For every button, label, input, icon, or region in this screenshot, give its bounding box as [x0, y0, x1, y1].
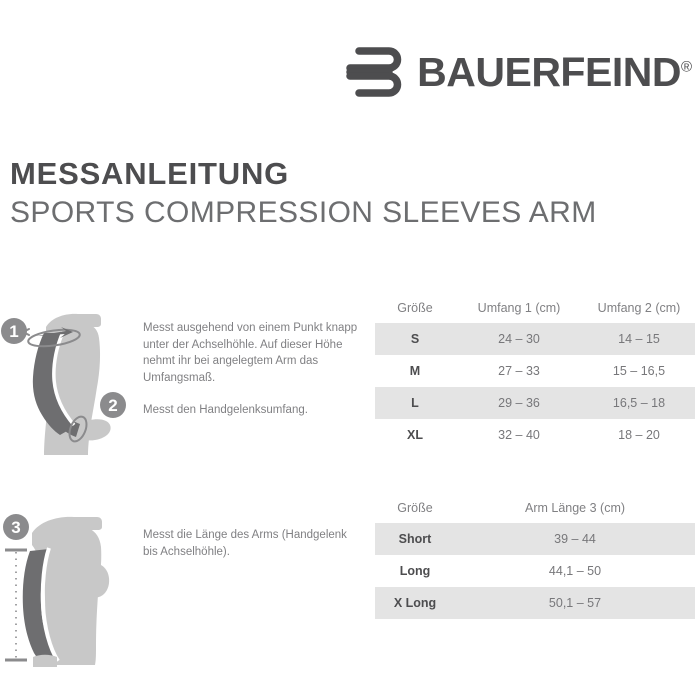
brand-wordmark: BAUERFEIND®	[417, 48, 692, 95]
cell-umfang2: 18 – 20	[583, 419, 695, 451]
hand-shape	[82, 419, 111, 441]
marker-badge-1-label: 1	[9, 322, 18, 341]
hand-shape	[33, 654, 57, 667]
instruction-paragraph: Messt den Handgelenksumfang.	[143, 404, 308, 416]
arm-circumference-illustration: 1 2	[1, 313, 126, 455]
arm-body-separator	[40, 547, 60, 663]
column-header-size: Größe	[375, 493, 455, 523]
instructions-length: Messt die Länge des Arms (Handgelenk bis…	[143, 527, 358, 560]
cell-armlaenge: 50,1 – 57	[455, 587, 695, 619]
instruction-paragraph: Messt die Länge des Arms (Handgelenk bis…	[143, 529, 347, 558]
page-title: MESSANLEITUNG	[10, 156, 290, 191]
table-row: Long 44,1 – 50	[375, 555, 695, 587]
cell-umfang2: 14 – 15	[583, 323, 695, 355]
table-header-row: Größe Arm Länge 3 (cm)	[375, 493, 695, 523]
cell-umfang1: 24 – 30	[455, 323, 583, 355]
cell-size: Long	[375, 555, 455, 587]
page-subtitle: SPORTS COMPRESSION SLEEVES ARM	[10, 196, 597, 229]
cell-umfang2: 15 – 16,5	[583, 355, 695, 387]
cell-size: Short	[375, 523, 455, 555]
instruction-paragraph: Messt ausgehend von einem Punkt knapp un…	[143, 322, 358, 384]
table-row: M 27 – 33 15 – 16,5	[375, 355, 695, 387]
instructions-circumference: Messt ausgehend von einem Punkt knapp un…	[143, 320, 358, 419]
cell-size: S	[375, 323, 455, 355]
length-table: Größe Arm Länge 3 (cm) Short 39 – 44 Lon…	[375, 493, 695, 619]
table-row: XL 32 – 40 18 – 20	[375, 419, 695, 451]
marker-badge-3-label: 3	[11, 518, 20, 537]
registered-trademark-icon: ®	[680, 57, 692, 75]
cell-size: M	[375, 355, 455, 387]
compression-sleeve	[22, 549, 56, 663]
circumference-table: Größe Umfang 1 (cm) Umfang 2 (cm) S 24 –…	[375, 293, 695, 451]
table-row: Short 39 – 44	[375, 523, 695, 555]
marker-badge-1: 1	[1, 318, 27, 344]
cell-size: XL	[375, 419, 455, 451]
length-measure-ruler	[5, 548, 27, 662]
column-header-size: Größe	[375, 293, 455, 323]
cell-armlaenge: 44,1 – 50	[455, 555, 695, 587]
measure-tape-wrist	[68, 415, 88, 443]
brand-logo: BAUERFEIND®	[345, 44, 692, 100]
cell-armlaenge: 39 – 44	[455, 523, 695, 555]
column-header-armlaenge: Arm Länge 3 (cm)	[455, 493, 695, 523]
marker-badge-2: 2	[100, 392, 126, 418]
table-row: X Long 50,1 – 57	[375, 587, 695, 619]
body-silhouette	[32, 516, 110, 665]
table-row: L 29 – 36 16,5 – 18	[375, 387, 695, 419]
measure-arrow-icon	[36, 327, 73, 338]
column-header-umfang2: Umfang 2 (cm)	[583, 293, 695, 323]
column-header-umfang1: Umfang 1 (cm)	[455, 293, 583, 323]
cell-size: L	[375, 387, 455, 419]
cell-umfang1: 32 – 40	[455, 419, 583, 451]
table-header-row: Größe Umfang 1 (cm) Umfang 2 (cm)	[375, 293, 695, 323]
table-row: S 24 – 30 14 – 15	[375, 323, 695, 355]
cell-umfang2: 16,5 – 18	[583, 387, 695, 419]
marker-badge-3: 3	[3, 514, 29, 540]
arm-length-illustration: 3	[3, 514, 110, 667]
bauerfeind-b-logo-icon	[346, 47, 402, 97]
cell-size: X Long	[375, 587, 455, 619]
marker-badge-2-label: 2	[108, 396, 117, 415]
cell-umfang1: 27 – 33	[455, 355, 583, 387]
brand-name: BAUERFEIND	[417, 48, 681, 95]
cell-umfang1: 29 – 36	[455, 387, 583, 419]
